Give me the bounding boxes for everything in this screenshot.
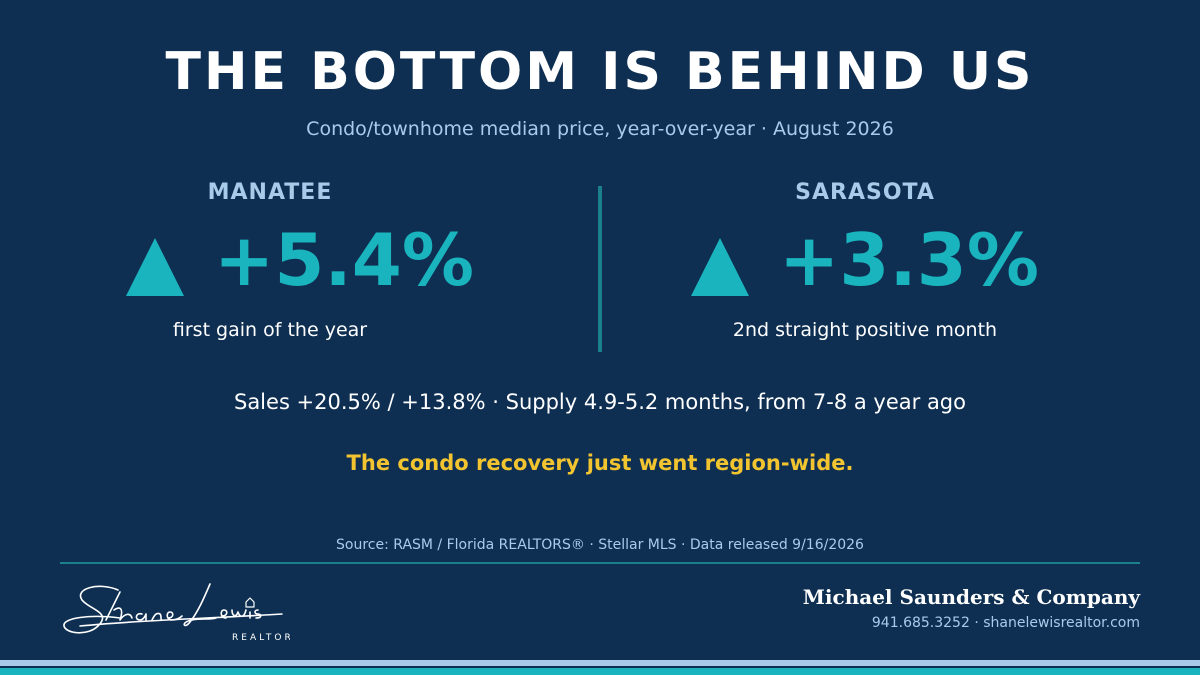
subtitle: Condo/townhome median price, year-over-y… xyxy=(306,118,894,140)
price-change: +5.4% xyxy=(0,215,600,305)
region-name: MANATEE xyxy=(207,180,333,205)
bottom-stripe-teal xyxy=(0,668,1200,675)
up-arrow-icon xyxy=(125,238,184,296)
source-line: Source: RASM / Florida REALTORS® · Stell… xyxy=(336,537,864,553)
price-change: +3.3% xyxy=(600,215,1130,305)
headline: THE BOTTOM IS BEHIND US xyxy=(165,42,1035,102)
signature-logo: REALTOR xyxy=(63,583,290,643)
stats-line: Sales +20.5% / +13.8% · Supply 4.9-5.2 m… xyxy=(233,390,966,414)
footer-divider xyxy=(60,562,1140,564)
company-name: Michael Saunders & Company xyxy=(802,585,1140,609)
region-sarasota: SARASOTA +3.3% 2nd straight positive mon… xyxy=(600,180,1200,341)
region-note: 2nd straight positive month xyxy=(732,319,998,341)
region-manatee: MANATEE +5.4% first gain of the year xyxy=(0,180,600,341)
bottom-stripe-light xyxy=(0,660,1200,666)
region-note: first gain of the year xyxy=(172,319,368,341)
change-value: +3.3% xyxy=(778,218,1039,302)
column-divider xyxy=(598,186,602,352)
change-value: +5.4% xyxy=(213,218,474,302)
up-arrow-icon xyxy=(690,238,749,296)
tagline: The condo recovery just went region-wide… xyxy=(346,451,854,475)
contact-info[interactable]: 941.685.3252 · shanelewisrealtor.com xyxy=(871,615,1140,631)
region-name: SARASOTA xyxy=(795,180,935,205)
logo-title: REALTOR xyxy=(232,633,290,643)
